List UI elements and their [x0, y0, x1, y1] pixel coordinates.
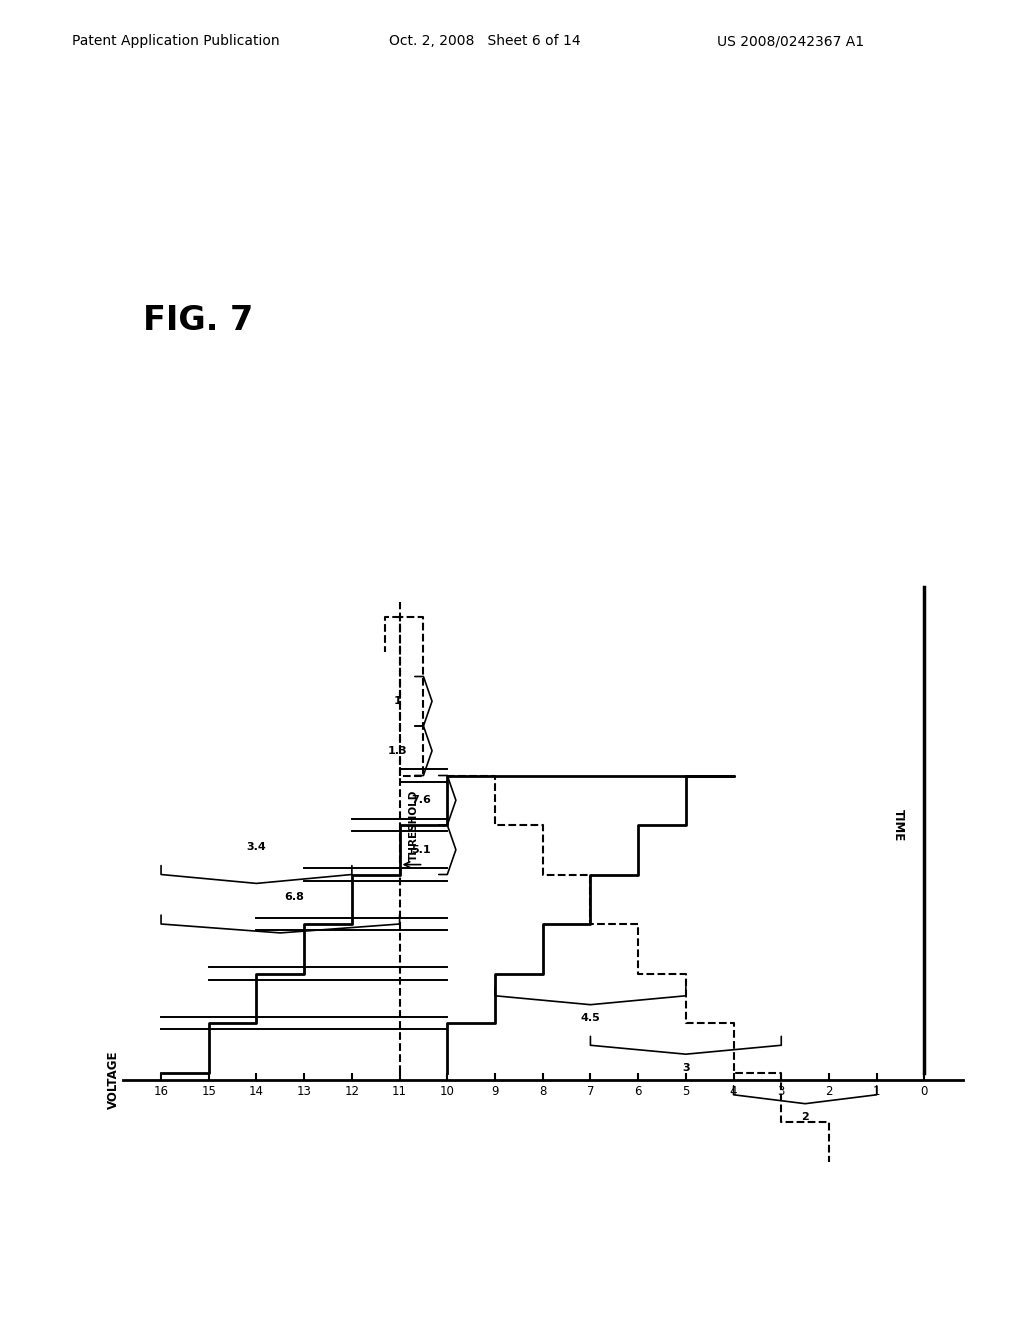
- Text: 1.3: 1.3: [387, 746, 407, 756]
- Text: Oct. 2, 2008   Sheet 6 of 14: Oct. 2, 2008 Sheet 6 of 14: [389, 34, 581, 49]
- Text: FIG. 7: FIG. 7: [143, 304, 254, 337]
- Text: 3.4: 3.4: [247, 842, 266, 853]
- Text: 2: 2: [801, 1111, 809, 1122]
- Text: TIME: TIME: [892, 809, 904, 841]
- Text: VOLTAGE: VOLTAGE: [106, 1051, 120, 1109]
- Text: Patent Application Publication: Patent Application Publication: [72, 34, 280, 49]
- Text: 4.5: 4.5: [581, 1012, 600, 1023]
- Text: THRESHOLD: THRESHOLD: [409, 789, 419, 861]
- Text: 1: 1: [393, 696, 401, 706]
- Text: 5.1: 5.1: [412, 845, 431, 855]
- Text: 6.8: 6.8: [285, 892, 304, 902]
- Text: US 2008/0242367 A1: US 2008/0242367 A1: [717, 34, 864, 49]
- Text: 3: 3: [682, 1063, 689, 1073]
- Text: 7.6: 7.6: [411, 795, 431, 805]
